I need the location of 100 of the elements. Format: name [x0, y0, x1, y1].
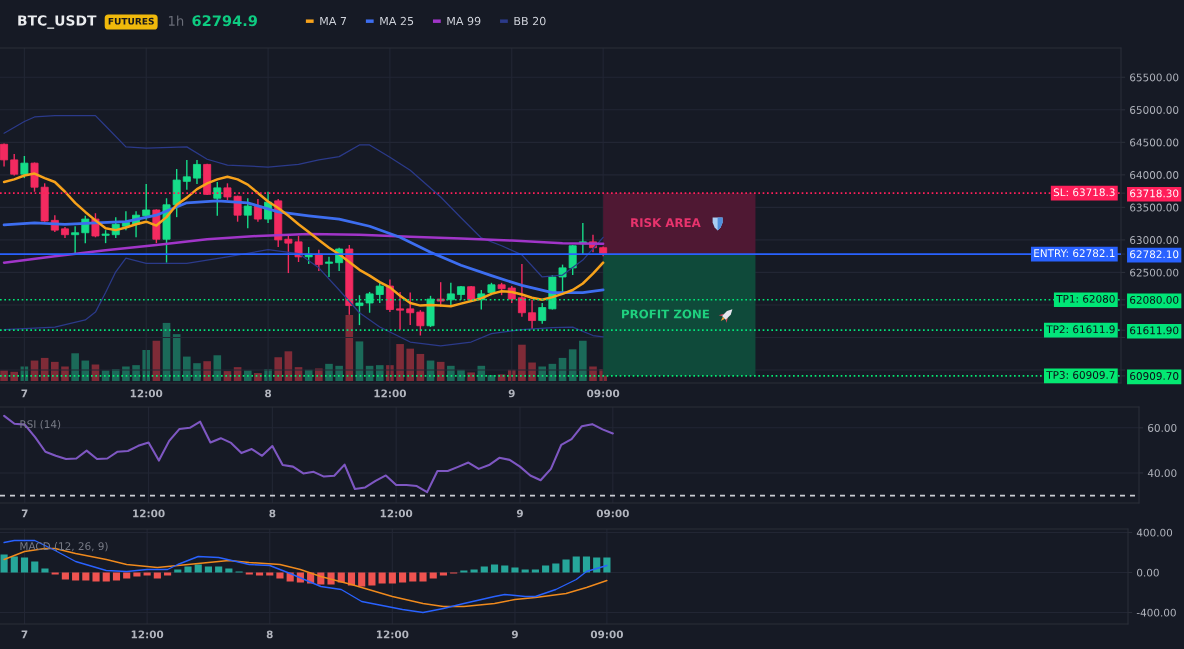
candlestick	[213, 181, 222, 217]
bar	[490, 564, 499, 573]
candlestick	[314, 248, 323, 272]
x-tick-label: 12:00	[374, 389, 406, 398]
annotation: RISK AREA	[631, 218, 701, 228]
candlestick	[416, 309, 425, 337]
candlestick	[396, 291, 405, 331]
bar	[368, 572, 376, 586]
bar	[122, 366, 130, 381]
x-tick-label: 7	[21, 389, 28, 398]
bar	[213, 355, 222, 381]
bar	[10, 371, 19, 381]
bar	[274, 357, 283, 381]
candlestick	[193, 159, 201, 185]
legend-label: MA 25	[380, 16, 414, 26]
bar	[572, 556, 580, 573]
bar	[0, 370, 8, 381]
chart-title: BTC_USDT	[18, 15, 97, 29]
candlestick	[71, 225, 80, 254]
bar	[388, 572, 396, 584]
x-tick-label: 8	[266, 630, 273, 639]
candlestick	[20, 155, 29, 179]
legend-label: BB 20	[514, 16, 546, 26]
candlestick	[446, 282, 455, 306]
y-tick-label: 60909.70	[1130, 372, 1179, 380]
bar	[41, 568, 49, 573]
bar	[501, 565, 509, 573]
bar	[562, 559, 570, 573]
x-tick-label: 09:00	[590, 630, 623, 639]
y-tick-label: 65000.00	[1130, 106, 1179, 114]
bar	[203, 361, 211, 381]
bar	[378, 572, 386, 584]
bar	[579, 340, 587, 381]
x-tick-label: 12:00	[376, 630, 409, 639]
y-tick-label: 65500.00	[1130, 73, 1179, 82]
y-tick-label: 400.00	[1136, 528, 1173, 537]
text: 1h	[168, 15, 184, 26]
bar	[521, 569, 529, 573]
candlestick	[182, 159, 191, 191]
bar	[538, 366, 547, 381]
x-tick-label: 9	[511, 630, 518, 639]
bar	[511, 567, 519, 573]
bar	[345, 315, 354, 381]
x-tick-label: 12:00	[380, 509, 413, 518]
bar	[204, 566, 213, 573]
text: FUTURES	[108, 17, 154, 25]
x-tick-label: 09:00	[587, 389, 620, 398]
y-tick-label: 62782.10	[1130, 250, 1179, 259]
annotation: PROFIT ZONE	[622, 309, 710, 319]
bar	[460, 570, 468, 573]
ref-line-label: TP1: 62080	[1056, 294, 1115, 303]
x-tick-label: 7	[21, 630, 28, 639]
bar	[194, 564, 202, 573]
y-tick-label: 63500.00	[1130, 203, 1179, 212]
text: 62794.9	[192, 15, 257, 27]
candlestick	[517, 263, 526, 318]
line-series	[3, 414, 614, 494]
ref-line-label: TP3: 60909.7	[1046, 371, 1115, 379]
x-tick-label: 9	[516, 509, 523, 518]
bar	[10, 556, 18, 573]
x-tick-label: 12:00	[133, 509, 165, 518]
bar	[245, 572, 253, 575]
bar	[183, 356, 191, 381]
bar	[0, 554, 8, 573]
bar	[71, 353, 79, 381]
bar	[254, 373, 262, 381]
bar	[531, 569, 539, 573]
x-tick-label: 12:00	[130, 389, 163, 398]
bar	[243, 370, 252, 381]
candlestick	[243, 197, 252, 229]
candlestick	[406, 291, 415, 326]
bar	[174, 569, 182, 573]
y-tick-label: 62080.00	[1130, 295, 1179, 304]
ref-line-label: TP2: 61611.9	[1046, 325, 1115, 334]
x-tick-label: 9	[508, 389, 515, 398]
bar	[92, 572, 100, 582]
candlestick	[528, 299, 537, 330]
y-tick-label: 0.00	[1137, 568, 1159, 577]
y-tick-label: 63718.30	[1130, 189, 1179, 198]
candlestick	[325, 256, 333, 278]
y-tick-label: 63000.00	[1130, 236, 1179, 244]
candlestick	[375, 281, 384, 304]
y-tick-label: 62500.00	[1130, 268, 1179, 277]
bar	[225, 568, 233, 573]
bar	[215, 566, 223, 573]
bar	[396, 344, 404, 381]
bar	[276, 572, 284, 579]
y-tick-label: 64000.00	[1130, 171, 1179, 179]
bar	[582, 556, 591, 573]
bar	[358, 572, 366, 587]
candlestick	[142, 183, 151, 221]
bar	[470, 569, 478, 573]
ref-line-label: SL: 63718.3	[1053, 188, 1115, 197]
x-tick-label: 7	[21, 509, 28, 518]
bar	[603, 557, 611, 573]
bar	[184, 566, 192, 573]
ref-line-label: ENTRY: 62782.1	[1034, 249, 1115, 258]
y-tick-label: 61611.90	[1130, 326, 1179, 335]
legend-label: MA 7	[320, 16, 347, 26]
bar	[31, 561, 39, 573]
